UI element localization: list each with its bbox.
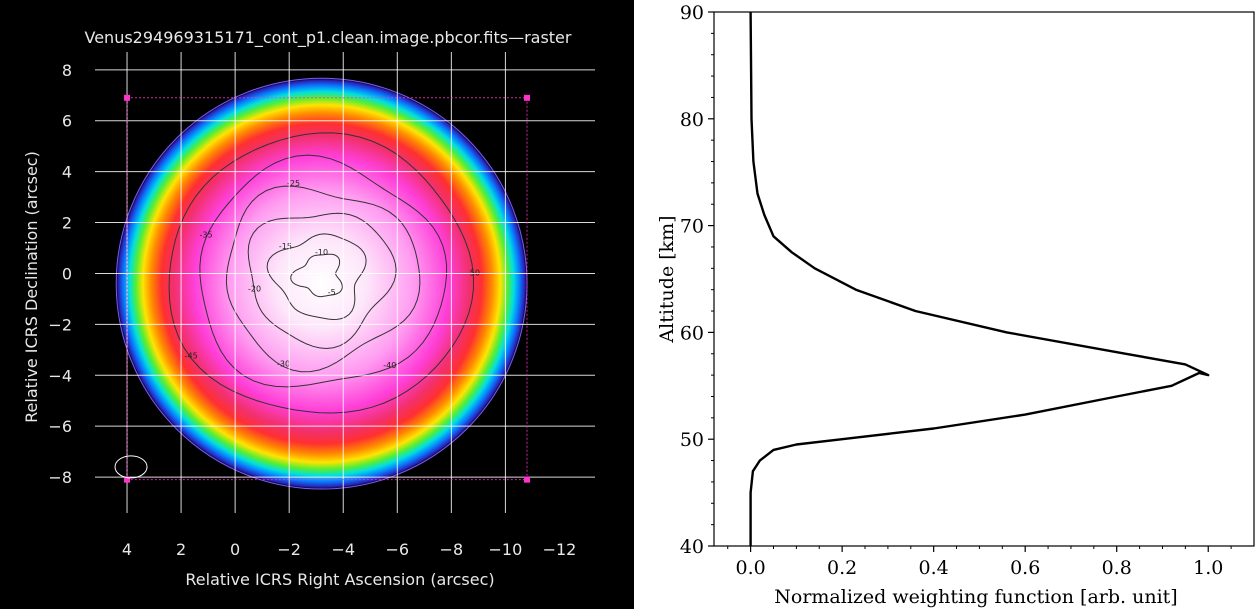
raster-title: Venus294969315171_cont_p1.clean.image.pb… (85, 28, 572, 48)
raster-y-tick-label: −6 (48, 417, 72, 436)
x-tick-label: 0.4 (919, 557, 949, 579)
x-tick-label: 1.0 (1193, 557, 1223, 579)
weighting-y-axis-label: Altitude [km] (656, 215, 678, 343)
contour-line (290, 253, 343, 298)
frame-corner-marker (524, 476, 531, 483)
contour-label: -45 (185, 351, 198, 360)
contour-line (168, 132, 475, 414)
raster-y-tick-label: −2 (48, 315, 72, 334)
raster-y-tick-label: −4 (48, 366, 72, 385)
y-tick-label: 70 (680, 216, 704, 238)
raster-x-tick-label: 0 (230, 540, 240, 559)
raster-x-tick-label: 2 (176, 540, 186, 559)
raster-y-tick-label: 8 (62, 61, 72, 80)
contour-line (225, 185, 421, 373)
y-tick-label: 50 (680, 429, 704, 451)
weighting-x-axis-label: Normalized weighting function [arb. unit… (774, 586, 1177, 608)
contour-label: -35 (200, 231, 213, 240)
contour-label: -10 (315, 248, 328, 257)
contour-line (247, 212, 397, 350)
plot-frame (713, 11, 1255, 547)
raster-x-tick-label: −10 (489, 540, 523, 559)
beam-ellipse (114, 455, 148, 479)
weighting-function-line (749, 11, 1210, 546)
raster-x-tick-label: −12 (543, 540, 577, 559)
contour-label: -40 (383, 361, 396, 370)
weighting-function-chart: 40 50 60 70 80 90 0.0 0.2 0.4 0.6 0.8 1.0 Normalize… (656, 2, 1255, 608)
y-tick-label: 90 (680, 2, 704, 24)
x-tick-label: 0.2 (827, 557, 857, 579)
contour-label: -20 (248, 285, 261, 294)
y-tick-label: 80 (680, 109, 704, 131)
contour-label: -30 (277, 360, 290, 369)
raster-y-axis-label: Relative ICRS Declination (arcsec) (22, 151, 41, 423)
raster-y-tick-label: 0 (62, 264, 72, 283)
raster-y-tick-label: 4 (62, 163, 72, 182)
raster-y-tick-label: 2 (62, 214, 72, 233)
raster-x-tick-label: −2 (277, 540, 301, 559)
contour-label: -5 (328, 288, 336, 297)
raster-y-tick-label: 6 (62, 112, 72, 131)
x-tick-label: 0.6 (1010, 557, 1040, 579)
frame-corner-marker (524, 94, 531, 101)
x-tick-label: 0.8 (1102, 557, 1132, 579)
y-tick-label: 60 (680, 322, 704, 344)
contour-label: -25 (287, 179, 300, 188)
y-tick-label: 40 (680, 536, 704, 558)
contour-label: -15 (279, 242, 292, 251)
raster-x-tick-label: −8 (440, 540, 464, 559)
raster-x-tick-label: −4 (331, 540, 355, 559)
frame-corner-marker (124, 476, 131, 483)
raster-chart: -50-45-40-35-30-25-20-15-10-5 Venus29496… (22, 28, 595, 589)
weighting-function-panel: 40 50 60 70 80 90 0.0 0.2 0.4 0.6 0.8 1.0 Normalize… (634, 0, 1255, 609)
raster-x-tick-label: 4 (122, 540, 132, 559)
raster-x-tick-label: −6 (386, 540, 410, 559)
raster-y-tick-label: −8 (48, 468, 72, 487)
contour-line (199, 154, 448, 388)
venus-disk (116, 78, 528, 490)
x-tick-label: 0.0 (736, 557, 766, 579)
raster-x-axis-label: Relative ICRS Right Ascension (arcsec) (185, 570, 494, 589)
venus-raster-panel: -50 -45 -40 -35 -30 -25 -20 -15 -10 -5 Venus29496… (0, 0, 634, 609)
frame-corner-marker (124, 94, 131, 101)
